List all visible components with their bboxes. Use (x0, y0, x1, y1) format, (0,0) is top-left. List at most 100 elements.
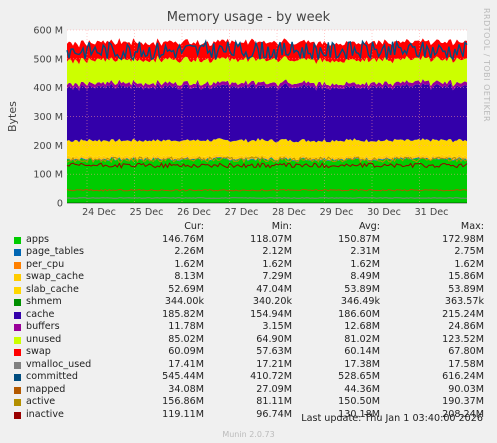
area-apps (67, 157, 467, 203)
legend-swatch (14, 361, 21, 369)
legend-cur: 11.78M (168, 321, 204, 332)
legend-cur: 85.02M (168, 333, 204, 345)
legend-cur: 8.13M (174, 271, 204, 282)
legend-swatch (14, 386, 21, 394)
col-avg: Avg: (358, 221, 380, 232)
legend-row-mapped: mapped 34.08M 27.09M 44.36M 90.03M (12, 384, 492, 397)
line-active (66, 156, 468, 164)
legend-max: 90.03M (448, 383, 484, 395)
legend-max: 208.24M (442, 408, 484, 420)
y-tick-label: 0 (57, 199, 63, 210)
legend-avg: 346.49k (340, 296, 380, 307)
legend-min: 27.09M (256, 383, 292, 395)
legend-max: 53.89M (448, 283, 484, 295)
legend-name: active (26, 396, 56, 407)
plot-area: 0 100 M 200 M 300 M 400 M 500 M 600 M 24 Dec 25… (33, 26, 468, 218)
x-tick-label: 29 Dec (320, 207, 354, 218)
col-max: Max: (460, 221, 484, 232)
legend-row-inactive: inactive 119.11M 96.74M 130.18M 208.24M (12, 409, 492, 422)
last-update: Last update: Thu Jan 1 03:40:00 2026 (301, 413, 483, 424)
y-tick-label: 600 M (33, 26, 63, 37)
legend-swatch (14, 261, 21, 269)
legend-row-vmalloc-used: vmalloc_used 17.41M 17.21M 17.38M 17.58M (12, 359, 492, 372)
legend-swatch (14, 411, 21, 419)
legend-row-swap: swap 60.09M 57.63M 60.14M 67.80M (12, 346, 492, 359)
legend-avg: 44.36M (344, 383, 380, 395)
legend-min: 154.94M (250, 308, 292, 320)
y-tick-label: 200 M (33, 141, 63, 152)
legend-swatch (14, 336, 21, 344)
legend-name: slab_cache (26, 283, 79, 295)
legend-min: 57.63M (256, 346, 292, 357)
legend-min: 410.72M (250, 371, 292, 382)
x-tick-label: 24 Dec (82, 207, 116, 218)
legend-name: unused (26, 333, 62, 345)
legend-max: 190.37M (442, 396, 484, 407)
area-swap-cache (67, 154, 467, 161)
legend-cur: 344.00k (164, 296, 204, 307)
legend-cur: 156.86M (162, 396, 204, 407)
legend-row-shmem: shmem 344.00k 340.20k 346.49k 363.57k (12, 296, 492, 309)
line-committed (66, 39, 468, 62)
legend-name: mapped (26, 383, 66, 395)
legend-name: page_tables (26, 246, 85, 257)
legend-row-unused: unused 85.02M 64.90M 81.02M 123.52M (12, 334, 492, 347)
col-cur: Cur: (184, 221, 204, 232)
col-min: Min: (271, 221, 292, 232)
legend-min: 96.74M (256, 408, 292, 420)
y-tick-label: 400 M (33, 83, 63, 94)
legend-swatch (14, 324, 21, 331)
legend-cur: 1.62M (174, 258, 204, 270)
legend-max: 67.80M (448, 346, 484, 357)
legend-row-slab-cache: slab_cache 52.69M 47.04M 53.89M 53.89M (12, 284, 492, 297)
legend-row-apps: apps 146.76M 118.07M 150.87M 172.98M (12, 234, 492, 247)
x-tick-label: 28 Dec (272, 207, 306, 218)
legend-row-page-tables: page_tables 2.26M 2.12M 2.31M 2.75M (12, 246, 492, 259)
legend-name: shmem (26, 296, 62, 307)
legend-min: 2.12M (262, 246, 292, 257)
area-unused (67, 55, 467, 87)
legend-min: 64.90M (256, 333, 292, 345)
legend-swatch (14, 374, 21, 381)
legend-min: 81.11M (256, 396, 292, 407)
legend-avg: 150.50M (338, 396, 380, 407)
area-slab-cache (67, 138, 467, 158)
chart-title: Memory usage - by week (166, 10, 331, 25)
legend-table: Cur: Min: Avg: Max: apps 146.76M 118.07M 15… (12, 221, 492, 421)
legend-max: 24.86M (448, 321, 484, 332)
legend-name: buffers (26, 321, 60, 332)
legend-avg: 2.31M (350, 246, 380, 257)
legend-avg: 1.62M (350, 258, 380, 270)
legend-row-swap-cache: swap_cache 8.13M 7.29M 8.49M 15.86M (12, 271, 492, 284)
legend-cur: 185.82M (162, 308, 204, 320)
legend-row-cache: cache 185.82M 154.94M 186.60M 215.24M (12, 309, 492, 322)
legend-max: 1.62M (454, 258, 484, 270)
x-tick-label: 30 Dec (367, 207, 401, 218)
line-vmalloc-used (66, 197, 468, 199)
legend-swatch (14, 286, 21, 294)
line-inactive (66, 162, 468, 169)
legend-avg: 12.68M (344, 321, 380, 332)
area-buffers (67, 79, 467, 91)
legend-cur: 545.44M (162, 371, 204, 382)
legend-header: Cur: Min: Avg: Max: (12, 221, 492, 234)
legend-row-committed: committed 545.44M 410.72M 528.65M 616.24M (12, 371, 492, 384)
legend-max: 616.24M (442, 371, 484, 382)
legend-swatch (14, 299, 21, 306)
legend-row-per-cpu: per_cpu 1.62M 1.62M 1.62M 1.62M (12, 259, 492, 272)
legend-avg: 528.65M (338, 371, 380, 382)
rrdtool-side-label: RRDTOOL / TOBI OETIKER (482, 8, 491, 123)
legend-max: 172.98M (442, 233, 484, 245)
x-tick-label: 31 Dec (415, 207, 449, 218)
x-tick-label: 26 Dec (177, 207, 211, 218)
legend-avg: 60.14M (344, 346, 380, 357)
y-tick-label: 300 M (33, 112, 63, 123)
area-cache (67, 82, 467, 143)
legend-max: 123.52M (442, 333, 484, 345)
legend-max: 215.24M (442, 308, 484, 320)
legend-name: apps (26, 233, 50, 245)
legend-max: 17.58M (448, 358, 484, 370)
legend-avg: 53.89M (344, 283, 380, 295)
legend-min: 340.20k (252, 296, 292, 307)
